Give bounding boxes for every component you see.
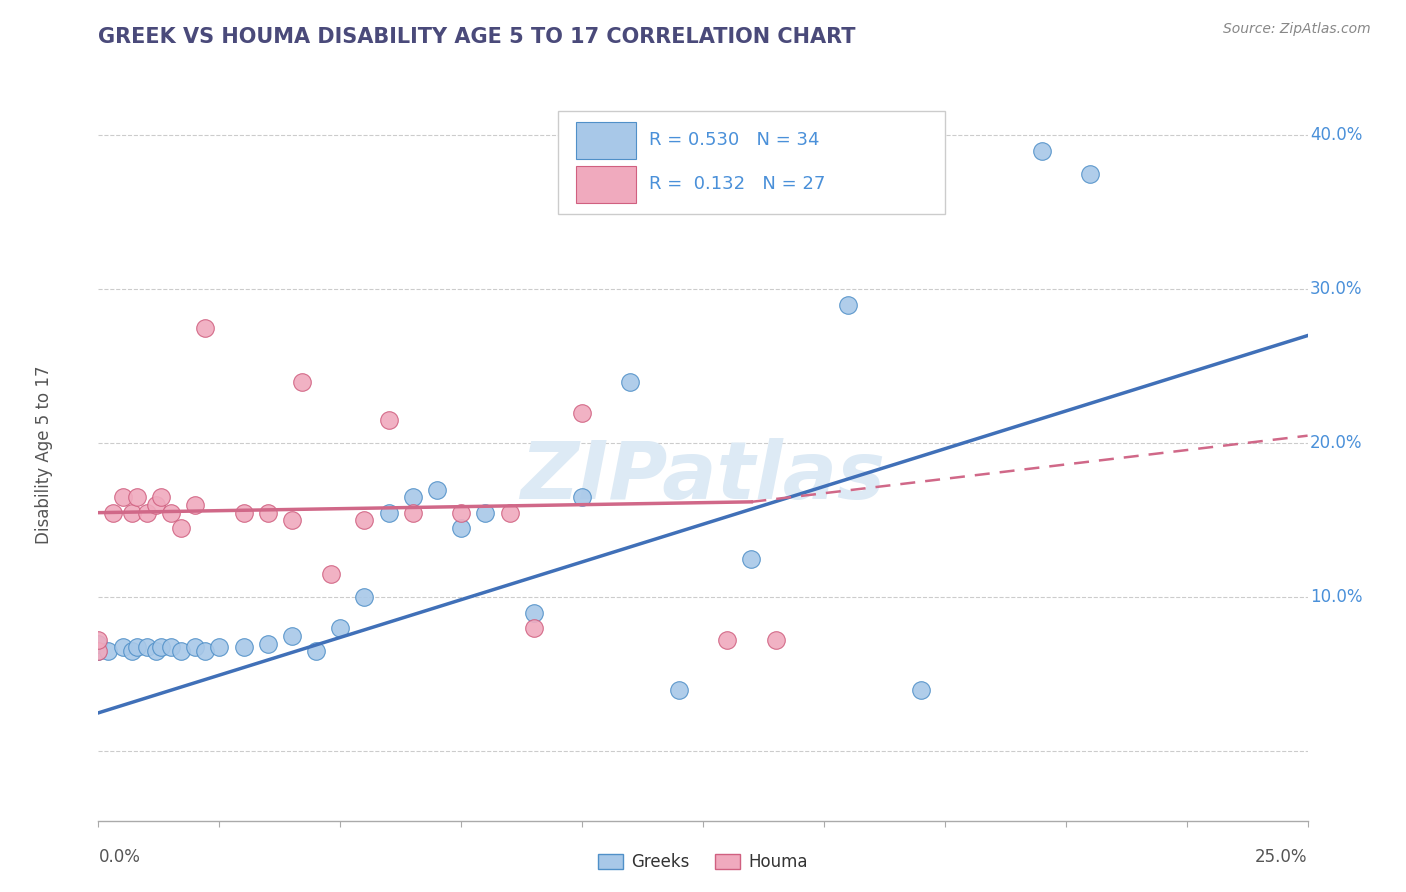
Point bbox=[169, 644, 191, 658]
Point bbox=[910, 682, 932, 697]
Point bbox=[305, 644, 328, 658]
Point bbox=[127, 490, 149, 504]
Text: R = 0.530   N = 34: R = 0.530 N = 34 bbox=[648, 131, 820, 149]
Point bbox=[121, 644, 143, 658]
Point bbox=[523, 621, 546, 635]
Text: GREEK VS HOUMA DISABILITY AGE 5 TO 17 CORRELATION CHART: GREEK VS HOUMA DISABILITY AGE 5 TO 17 CO… bbox=[98, 27, 856, 46]
Point bbox=[111, 640, 134, 654]
Point bbox=[87, 636, 110, 650]
Text: 25.0%: 25.0% bbox=[1256, 848, 1308, 866]
Text: 30.0%: 30.0% bbox=[1310, 280, 1362, 299]
Text: R =  0.132   N = 27: R = 0.132 N = 27 bbox=[648, 176, 825, 194]
Point bbox=[150, 490, 173, 504]
Point bbox=[127, 640, 149, 654]
Point bbox=[290, 375, 312, 389]
Point bbox=[281, 629, 304, 643]
Point bbox=[232, 506, 254, 520]
Point bbox=[716, 633, 738, 648]
Point bbox=[184, 498, 207, 512]
Point bbox=[426, 483, 449, 497]
Point bbox=[1031, 144, 1053, 158]
Point bbox=[353, 513, 375, 527]
Point bbox=[232, 640, 254, 654]
Point bbox=[160, 506, 183, 520]
Point bbox=[87, 644, 110, 658]
Point bbox=[256, 506, 278, 520]
Bar bbox=[576, 166, 637, 202]
Point bbox=[319, 567, 342, 582]
Point bbox=[402, 506, 425, 520]
Point bbox=[184, 640, 207, 654]
Point bbox=[474, 506, 496, 520]
Point bbox=[740, 552, 762, 566]
Point bbox=[160, 640, 183, 654]
Legend: Greeks, Houma: Greeks, Houma bbox=[592, 847, 814, 878]
Point bbox=[450, 521, 472, 535]
Point bbox=[377, 506, 399, 520]
Point bbox=[87, 644, 110, 658]
Text: Disability Age 5 to 17: Disability Age 5 to 17 bbox=[35, 366, 53, 544]
Point bbox=[1078, 167, 1101, 181]
Point bbox=[329, 621, 352, 635]
Point bbox=[281, 513, 304, 527]
Point bbox=[450, 506, 472, 520]
FancyBboxPatch shape bbox=[558, 112, 945, 213]
Point bbox=[135, 640, 157, 654]
Bar bbox=[576, 122, 637, 159]
Point bbox=[353, 591, 375, 605]
Text: 10.0%: 10.0% bbox=[1310, 589, 1362, 607]
Point bbox=[135, 506, 157, 520]
Point bbox=[498, 506, 520, 520]
Point bbox=[402, 490, 425, 504]
Point bbox=[668, 682, 690, 697]
Point bbox=[571, 406, 593, 420]
Text: 0.0%: 0.0% bbox=[98, 848, 141, 866]
Point bbox=[837, 298, 859, 312]
Text: Source: ZipAtlas.com: Source: ZipAtlas.com bbox=[1223, 22, 1371, 37]
Point bbox=[101, 506, 124, 520]
Point bbox=[523, 606, 546, 620]
Text: ZIPatlas: ZIPatlas bbox=[520, 438, 886, 516]
Point bbox=[169, 521, 191, 535]
Point bbox=[194, 644, 217, 658]
Point bbox=[121, 506, 143, 520]
Point bbox=[571, 490, 593, 504]
Point bbox=[150, 640, 173, 654]
Point bbox=[145, 644, 167, 658]
Point bbox=[256, 636, 278, 650]
Point bbox=[765, 633, 787, 648]
Point bbox=[377, 413, 399, 427]
Point bbox=[97, 644, 120, 658]
Point bbox=[208, 640, 231, 654]
Point bbox=[145, 498, 167, 512]
Text: 40.0%: 40.0% bbox=[1310, 127, 1362, 145]
Point bbox=[111, 490, 134, 504]
Point bbox=[619, 375, 641, 389]
Text: 20.0%: 20.0% bbox=[1310, 434, 1362, 452]
Point bbox=[194, 321, 217, 335]
Point bbox=[87, 633, 110, 648]
